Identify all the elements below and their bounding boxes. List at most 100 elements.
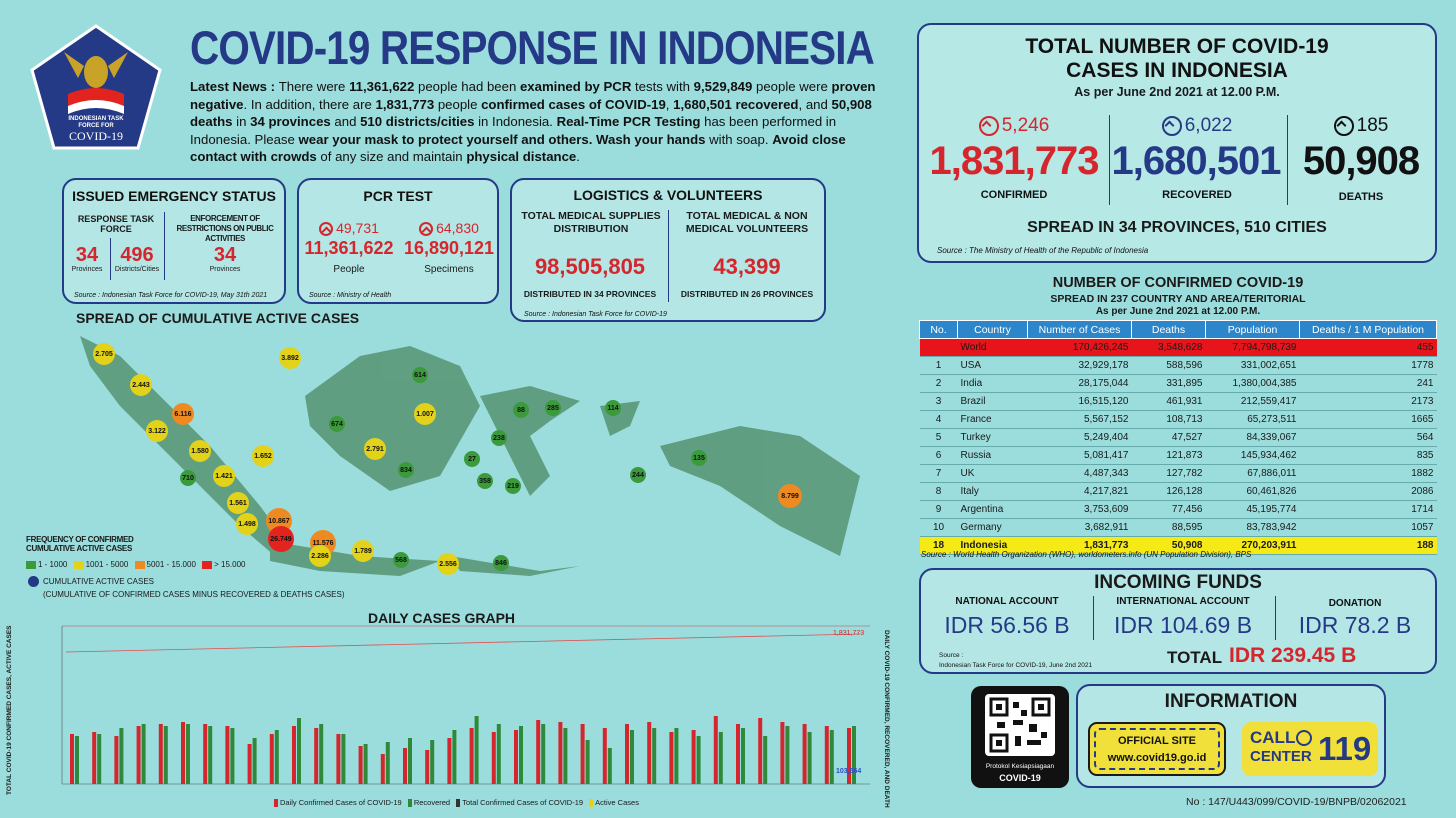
graph-bar xyxy=(713,716,718,784)
total-title-1: TOTAL NUMBER OF COVID-19 xyxy=(1025,35,1329,58)
map-bubble: 285 xyxy=(545,400,561,416)
logo-line-1: INDONESIAN TASK xyxy=(68,116,124,122)
table-cell: 84,339,067 xyxy=(1205,428,1300,447)
map-bubble: 2.556 xyxy=(437,553,459,575)
graph-bar xyxy=(474,716,479,784)
recovered-label: RECOVERED xyxy=(1162,189,1232,201)
graph-bar xyxy=(70,734,74,784)
map-bubble: 1.498 xyxy=(236,513,258,535)
graph-bar xyxy=(92,732,97,784)
latest-news: Latest News : There were 11,361,622 peop… xyxy=(190,79,876,164)
table-cell: 331,002,651 xyxy=(1205,356,1300,375)
call-center-button[interactable]: CALL CENTER 119 xyxy=(1242,722,1378,776)
table-cell: World xyxy=(957,338,1028,357)
graph-bar xyxy=(203,724,208,784)
table-cell: 588,596 xyxy=(1131,356,1206,375)
table-cell: UK xyxy=(957,464,1028,483)
table-cell: 16,515,120 xyxy=(1027,392,1132,411)
map-bubble: 219 xyxy=(505,478,521,494)
graph-bar xyxy=(763,736,768,784)
total-funds-label: TOTAL xyxy=(1167,648,1223,667)
col-cases: Number of Cases xyxy=(1027,320,1132,339)
graph-bar xyxy=(669,732,674,784)
logistics-title: LOGISTICS & VOLUNTEERS xyxy=(573,187,763,203)
provinces-value: 34 xyxy=(75,244,99,266)
divider xyxy=(1287,115,1288,205)
graph-bar xyxy=(341,734,346,784)
table-cell: 1778 xyxy=(1299,356,1437,375)
table-cell: 127,782 xyxy=(1131,464,1206,483)
world-table: No. Country Number of Cases Deaths Popul… xyxy=(919,320,1437,555)
official-site-url[interactable]: www.covid19.go.id xyxy=(1107,752,1207,764)
graph-bar xyxy=(274,730,279,784)
table-header: No. Country Number of Cases Deaths Popul… xyxy=(919,320,1437,339)
graph-bar xyxy=(847,728,851,784)
map-bubble: 3.122 xyxy=(146,420,168,442)
graph-bar xyxy=(385,742,390,784)
call-number: 119 xyxy=(1318,730,1372,767)
table-cell: 50,908 xyxy=(1131,536,1206,555)
graph-bar xyxy=(136,726,141,784)
logistics-card: LOGISTICS & VOLUNTEERS TOTAL MEDICAL SUP… xyxy=(510,178,826,322)
specimens-increase: 64,830 xyxy=(436,220,479,236)
recovered-value: 1,680,501 xyxy=(1111,139,1282,183)
map-bubble: 135 xyxy=(691,450,707,466)
graph-bar xyxy=(114,736,119,784)
pcr-title: PCR TEST xyxy=(363,188,433,204)
graph-top-value: 1,831,773 xyxy=(833,630,865,637)
spread-text: SPREAD IN 34 PROVINCES, 510 CITIES xyxy=(1027,219,1327,236)
table-cell: 67,886,011 xyxy=(1205,464,1300,483)
map-bubble: 6.116 xyxy=(172,403,194,425)
qr-card[interactable]: Protokol Kesiapsiagaan COVID-19 xyxy=(971,686,1069,788)
official-site-button[interactable]: OFFICIAL SITE www.covid19.go.id xyxy=(1088,722,1226,776)
graph-bar xyxy=(158,724,163,784)
col-country: Country xyxy=(957,320,1028,339)
legend-swatch xyxy=(274,799,278,808)
donation-value: IDR 78.2 B xyxy=(1298,612,1412,638)
supplies-sub: DISTRIBUTED IN 34 PROVINCES xyxy=(523,289,657,299)
graph-bar xyxy=(447,738,452,784)
funds-title: INCOMING FUNDS xyxy=(1094,572,1262,593)
table-cell xyxy=(919,338,958,357)
table-cell: 47,527 xyxy=(1131,428,1206,447)
map-bubble: 834 xyxy=(398,462,414,478)
map-bubble: 1.652 xyxy=(252,445,274,467)
table-cell: 45,195,774 xyxy=(1205,500,1300,519)
table-cell: 65,273,511 xyxy=(1205,410,1300,429)
table-cell: 1882 xyxy=(1299,464,1437,483)
world-source: Source : World Health Organization (WHO)… xyxy=(921,550,1252,559)
table-cell: 1,380,004,385 xyxy=(1205,374,1300,393)
graph-bar xyxy=(736,724,740,784)
cumulative-sub: (CUMULATIVE OF CONFIRMED CASES MINUS REC… xyxy=(43,590,345,599)
map-bubble: 26.749 xyxy=(268,526,294,552)
table-cell: 18 xyxy=(919,536,958,555)
graph-bar xyxy=(829,730,834,784)
table-cell: 5,081,417 xyxy=(1027,446,1132,465)
districts-label: Districts/Cities xyxy=(114,266,160,273)
table-cell: 3,548,628 xyxy=(1131,338,1206,357)
col-deaths: Deaths xyxy=(1131,320,1206,339)
map-bubble: 238 xyxy=(491,430,507,446)
graph-bar xyxy=(802,724,807,784)
graph-bar xyxy=(430,740,435,784)
task-force-logo: INDONESIAN TASK FORCE FOR COVID-19 xyxy=(28,22,164,152)
divider xyxy=(1275,596,1276,640)
table-cell: 270,203,911 xyxy=(1205,536,1300,555)
table-row: 6 Russia 5,081,417 121,873 145,934,462 835 xyxy=(919,446,1437,465)
enforcement-value: 34 xyxy=(213,244,237,266)
graph-bar xyxy=(519,726,523,784)
graph-bar xyxy=(319,724,324,784)
table-cell: USA xyxy=(957,356,1028,375)
qr-code-icon xyxy=(985,694,1055,756)
table-cell: 2086 xyxy=(1299,482,1437,501)
graph-bar xyxy=(718,732,723,784)
table-cell: Turkey xyxy=(957,428,1028,447)
table-cell: 7 xyxy=(919,464,958,483)
graph-bar xyxy=(269,734,274,784)
table-row: World 170,426,245 3,548,628 7,794,798,739 45… xyxy=(919,338,1437,357)
graph-ylabel-right: DAILY COVID-19 CONFIRMED, RECOVERED, AND… xyxy=(883,630,890,808)
table-cell: 2 xyxy=(919,374,958,393)
graph-legend: Daily Confirmed Cases of COVID-19 Recove… xyxy=(270,798,639,808)
table-cell: 3,753,609 xyxy=(1027,500,1132,519)
map-bubble: 3.892 xyxy=(279,347,301,369)
